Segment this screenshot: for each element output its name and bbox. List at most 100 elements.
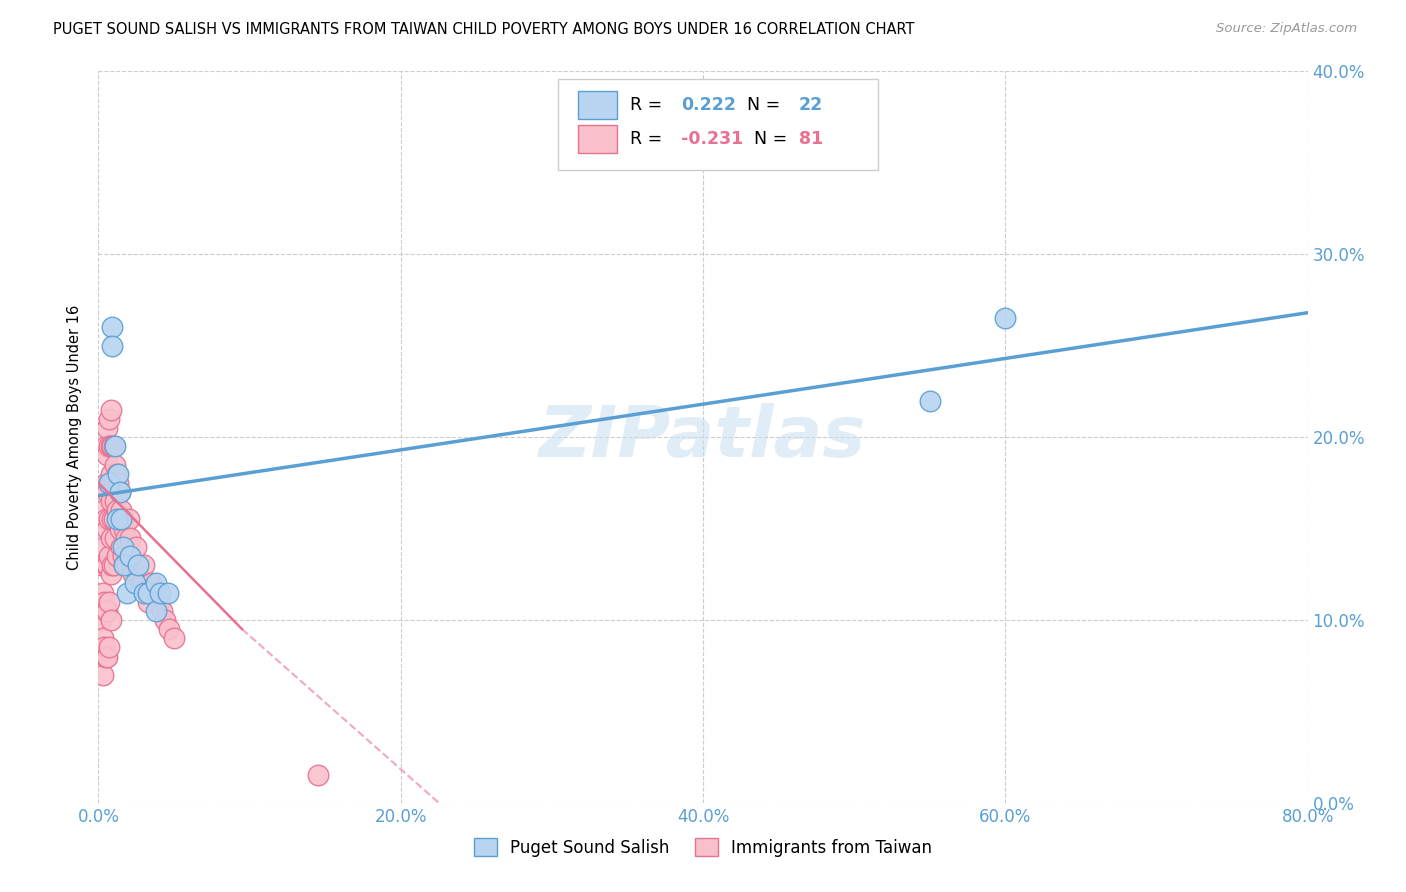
Point: [136, 594, 159, 608]
Point: [136, 585, 159, 599]
Point: [110, 503, 132, 517]
Text: Source: ZipAtlas.com: Source: ZipAtlas.com: [1216, 22, 1357, 36]
Point: [107, 512, 129, 526]
Point: [93, 640, 115, 655]
Point: [145, 585, 167, 599]
Point: [994, 311, 1017, 326]
Point: [120, 549, 142, 563]
Point: [91, 632, 114, 646]
Point: [153, 613, 176, 627]
Text: 22: 22: [799, 96, 823, 114]
Point: [103, 475, 125, 490]
Point: [108, 485, 131, 500]
Point: [98, 640, 121, 655]
Point: [111, 540, 134, 554]
Point: [94, 512, 117, 526]
Point: [114, 531, 136, 545]
Point: [90, 558, 112, 573]
Point: [115, 558, 138, 573]
Point: [145, 576, 167, 591]
Point: [100, 567, 122, 582]
Point: [111, 512, 134, 526]
Point: [107, 475, 129, 490]
Point: [122, 567, 145, 582]
Point: [110, 512, 132, 526]
Point: [105, 512, 128, 526]
Text: R =: R =: [630, 96, 668, 114]
Point: [101, 558, 124, 573]
Point: [96, 604, 118, 618]
Point: [100, 467, 122, 481]
Point: [101, 320, 124, 334]
Point: [118, 512, 141, 526]
Text: PUGET SOUND SALISH VS IMMIGRANTS FROM TAIWAN CHILD POVERTY AMONG BOYS UNDER 16 C: PUGET SOUND SALISH VS IMMIGRANTS FROM TA…: [53, 22, 915, 37]
Point: [93, 594, 115, 608]
Point: [125, 540, 148, 554]
Legend: Puget Sound Salish, Immigrants from Taiwan: Puget Sound Salish, Immigrants from Taiw…: [474, 838, 932, 856]
Point: [105, 549, 128, 563]
Point: [101, 475, 124, 490]
Point: [93, 503, 115, 517]
Point: [100, 402, 122, 417]
Point: [148, 594, 170, 608]
Point: [112, 558, 135, 573]
Point: [94, 475, 117, 490]
Point: [98, 549, 121, 563]
Point: [129, 576, 152, 591]
Point: [104, 531, 127, 545]
Point: [90, 613, 112, 627]
Point: [307, 768, 329, 782]
Text: 81: 81: [799, 130, 823, 148]
Point: [93, 540, 115, 554]
Point: [98, 594, 121, 608]
Point: [107, 467, 129, 481]
Point: [98, 475, 121, 490]
Point: [101, 512, 124, 526]
Point: [145, 604, 167, 618]
FancyBboxPatch shape: [558, 78, 879, 170]
Point: [96, 448, 118, 462]
Point: [159, 622, 181, 636]
Text: 0.222: 0.222: [682, 96, 737, 114]
Point: [163, 632, 186, 646]
Point: [98, 512, 121, 526]
Point: [132, 558, 155, 573]
Point: [127, 567, 149, 582]
Point: [108, 485, 131, 500]
Point: [115, 585, 138, 599]
Point: [141, 576, 163, 591]
Point: [918, 393, 941, 408]
Text: N =: N =: [735, 96, 786, 114]
Point: [96, 558, 118, 573]
Point: [105, 503, 128, 517]
Point: [101, 439, 124, 453]
Point: [96, 485, 118, 500]
Point: [94, 649, 117, 664]
Point: [121, 558, 143, 573]
Point: [98, 475, 121, 490]
Point: [120, 531, 142, 545]
Text: N =: N =: [742, 130, 793, 148]
Point: [110, 540, 132, 554]
Point: [104, 439, 127, 453]
Point: [96, 421, 118, 435]
Point: [100, 531, 122, 545]
Point: [100, 439, 122, 453]
Point: [118, 549, 141, 563]
Point: [150, 604, 173, 618]
Point: [98, 412, 121, 426]
Point: [104, 494, 127, 508]
Point: [96, 521, 118, 535]
Point: [124, 576, 146, 591]
Point: [103, 512, 125, 526]
Point: [103, 439, 125, 453]
Y-axis label: Child Poverty Among Boys Under 16: Child Poverty Among Boys Under 16: [67, 304, 83, 570]
Point: [96, 649, 118, 664]
Point: [94, 558, 117, 573]
Point: [156, 585, 179, 599]
Point: [112, 558, 135, 573]
Point: [91, 585, 114, 599]
Bar: [578, 91, 617, 119]
Point: [98, 439, 121, 453]
Point: [149, 585, 172, 599]
